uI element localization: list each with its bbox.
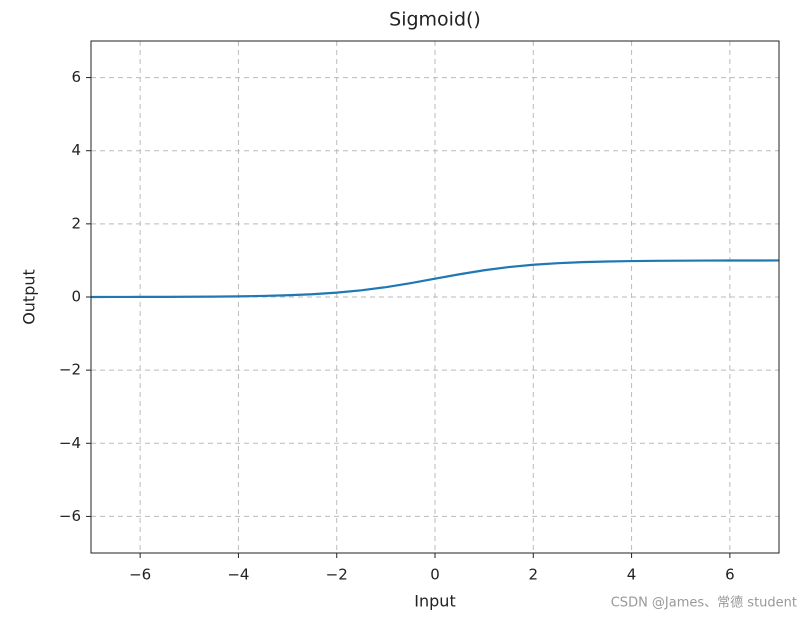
x-tick-label: −6 [129, 566, 151, 584]
x-axis-label: Input [414, 592, 455, 611]
y-axis-label: Output [20, 269, 39, 325]
line [90, 259, 780, 299]
x-tick-label: 0 [430, 566, 440, 584]
y-tick-label: 4 [71, 141, 81, 159]
y-tick-label: −2 [59, 361, 81, 379]
watermark: CSDN @James、常德 student [611, 596, 797, 611]
x-tick-label: 6 [725, 566, 735, 584]
x-tick-label: −4 [227, 566, 249, 584]
plot-frame [90, 40, 780, 554]
y-tick-label: −6 [59, 507, 81, 525]
x-tick-label: 2 [529, 566, 539, 584]
y-tick-label: 6 [71, 68, 81, 86]
y-tick-label: −4 [59, 434, 81, 452]
x-tick-label: −2 [326, 566, 348, 584]
x-tick-label: 4 [627, 566, 637, 584]
chart-title: Sigmoid() [389, 9, 481, 31]
y-tick-label: 0 [71, 288, 81, 306]
y-tick-label: 2 [71, 214, 81, 232]
